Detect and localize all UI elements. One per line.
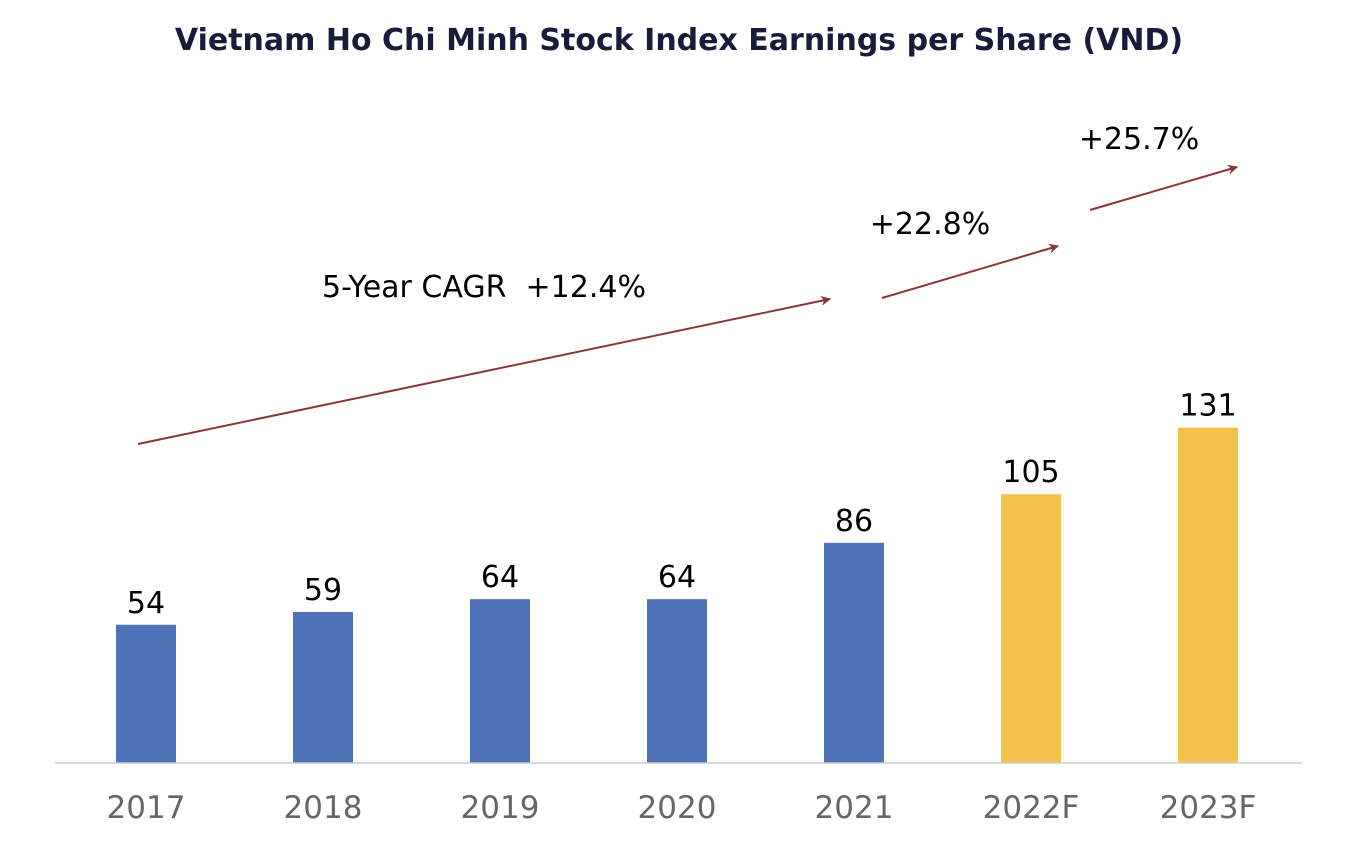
growth-arrow-2022 xyxy=(881,243,1059,299)
bar-2019 xyxy=(470,599,530,763)
chart-title: Vietnam Ho Chi Minh Stock Index Earnings… xyxy=(175,23,1183,58)
value-label-2019: 64 xyxy=(481,560,519,595)
value-label-2020: 64 xyxy=(658,560,696,595)
growth-annotation-2022: +22.8% xyxy=(870,207,990,242)
bar-2020 xyxy=(647,599,707,763)
value-label-2018: 59 xyxy=(304,573,342,608)
x-tick-label-2017: 2017 xyxy=(107,790,186,826)
x-tick-label-2019: 2019 xyxy=(461,790,540,826)
value-label-2022f: 105 xyxy=(1002,455,1059,490)
growth-annotation-2023: +25.7% xyxy=(1079,122,1199,157)
bar-2018 xyxy=(293,611,353,763)
bar-2017 xyxy=(116,624,176,763)
x-tick-label-2018: 2018 xyxy=(284,790,363,826)
value-label-2023f: 131 xyxy=(1179,389,1236,424)
x-tick-labels-layer: 2017 2018 2019 2020 2021 2022F 2023F xyxy=(107,790,1257,826)
x-tick-label-2020: 2020 xyxy=(638,790,717,826)
bar-2023f xyxy=(1178,427,1238,763)
x-tick-label-2022f: 2022F xyxy=(983,790,1080,826)
bars-layer xyxy=(116,427,1238,763)
value-labels-layer: 54 59 64 64 86 105 131 xyxy=(127,389,1237,621)
bar-2021 xyxy=(824,542,884,763)
cagr-annotation: 5-Year CAGR +12.4% xyxy=(322,270,646,305)
growth-arrow-2023 xyxy=(1089,164,1238,211)
x-tick-label-2023f: 2023F xyxy=(1160,790,1257,826)
value-label-2017: 54 xyxy=(127,586,165,621)
bar-2022f xyxy=(1001,494,1061,763)
x-tick-label-2021: 2021 xyxy=(815,790,894,826)
annotations-layer: 5-Year CAGR +12.4% +22.8% +25.7% xyxy=(137,122,1238,445)
cagr-arrow xyxy=(137,295,831,445)
value-label-2021: 86 xyxy=(835,504,873,539)
